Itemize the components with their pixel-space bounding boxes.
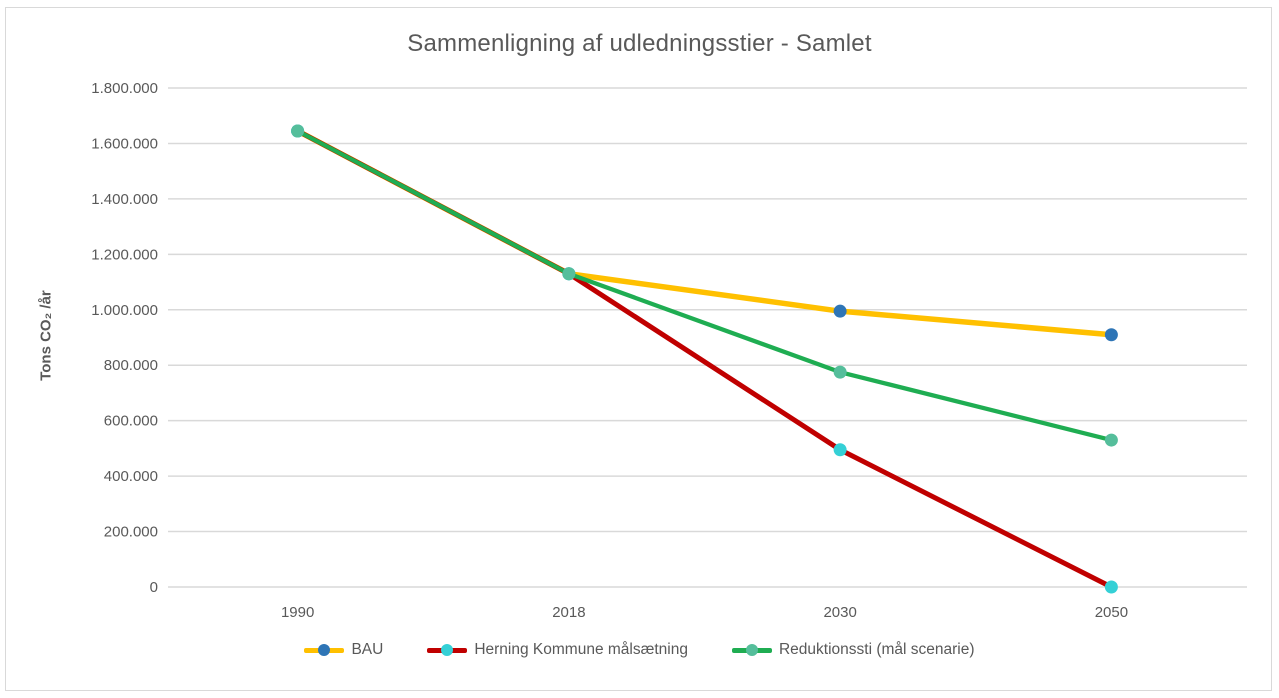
legend-marker-icon [745, 644, 758, 656]
series-marker-2 [562, 267, 576, 281]
legend: BAU Herning Kommune målsætning Reduktionss… [0, 641, 1279, 659]
legend-swatch-icon [304, 644, 345, 657]
series-line-0 [294, 128, 1115, 338]
x-axis-tick-label: 2030 [823, 604, 856, 621]
series-marker-2 [291, 124, 305, 138]
legend-item-0: BAU [304, 641, 383, 659]
legend-label: Reduktionssti (mål scenarie) [778, 641, 975, 658]
chart-title: Sammenligning af udledningsstier - Samle… [407, 30, 872, 57]
y-axis-tick-label: 1.800.000 [91, 80, 158, 97]
legend-swatch-icon [731, 644, 772, 657]
legend-swatch-icon [427, 644, 468, 657]
legend-marker-icon [318, 644, 331, 656]
legend-label: BAU [351, 641, 384, 658]
x-axis-tick-label: 2018 [552, 604, 585, 621]
series-marker-0 [833, 304, 847, 318]
series-marker-0 [1104, 328, 1118, 342]
series-marker-2 [833, 365, 847, 379]
series-line-2 [295, 128, 1114, 443]
y-axis-tick-label: 1.200.000 [91, 246, 158, 263]
y-axis-tick-label: 1.400.000 [91, 191, 158, 208]
legend-marker-icon [441, 644, 454, 656]
series-marker-1 [833, 443, 847, 457]
y-axis-tick-label: 1.600.000 [91, 135, 158, 152]
legend-item-2: Reduktionssti (mål scenarie) [731, 641, 975, 659]
series-marker-1 [1104, 580, 1118, 594]
y-axis-tick-label: 200.000 [104, 524, 158, 541]
x-axis-tick-label: 1990 [281, 604, 314, 621]
series-marker-2 [1104, 433, 1118, 447]
chart-frame [5, 7, 1272, 691]
legend-label: Herning Kommune målsætning [474, 641, 688, 658]
y-axis-tick-label: 400.000 [104, 468, 158, 485]
y-axis-tick-label: 0 [150, 579, 158, 596]
legend-item-1: Herning Kommune målsætning [427, 641, 688, 659]
y-axis-tick-label: 600.000 [104, 413, 158, 430]
x-axis-tick-label: 2050 [1095, 604, 1128, 621]
y-axis-tick-label: 1.000.000 [91, 302, 158, 319]
y-axis-tick-label: 800.000 [104, 357, 158, 374]
